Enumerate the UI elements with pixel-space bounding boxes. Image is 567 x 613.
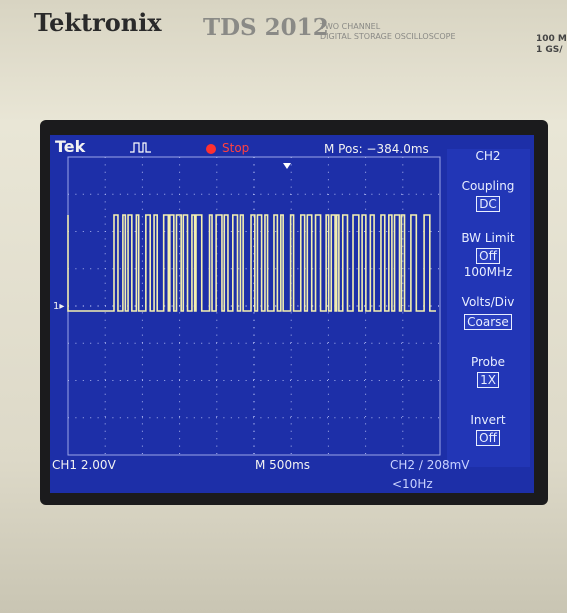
menu-label: Coupling [455, 179, 521, 193]
stop-indicator [206, 144, 216, 154]
status: Stop [222, 141, 249, 155]
menu-label: Probe [455, 355, 521, 369]
logo: Tek [55, 137, 85, 156]
model: TDS 2012 [203, 14, 329, 41]
waveform [68, 215, 436, 311]
menu-value: Off [455, 431, 521, 445]
menu-label: Volts/Div [455, 295, 521, 309]
position: M Pos: −384.0ms [324, 142, 429, 156]
oscilloscope-photo: Tektronix TDS 2012 TWO CHANNEL DIGITAL S… [0, 0, 567, 613]
spec: 1 GS/ [536, 45, 563, 55]
menu-title: CH2 [455, 149, 521, 163]
menu-value: Off [455, 249, 521, 263]
trigger-marker [283, 163, 291, 169]
menu-value: DC [455, 197, 521, 211]
trigger-icon [130, 143, 151, 152]
menu-value-box: Coarse [464, 314, 512, 330]
channel-marker: 1▸ [53, 301, 64, 312]
menu-value-box: 1X [477, 372, 499, 388]
trigger: CH2 ∕ 208mV [390, 458, 470, 472]
brand: Tektronix [34, 8, 162, 37]
menu-value-box: DC [476, 196, 500, 212]
ch1-scale: CH1 2.00V [52, 458, 116, 472]
spec: 100 M [536, 34, 567, 44]
model-line: DIGITAL STORAGE OSCILLOSCOPE [320, 32, 456, 41]
menu-value: 1X [455, 373, 521, 387]
model-line: TWO CHANNEL [320, 22, 380, 31]
screen: Tek Stop M Pos: −384.0ms 1▸ CH2 Coupling… [50, 135, 534, 493]
frequency: <10Hz [392, 477, 433, 491]
menu-value: Coarse [455, 315, 521, 329]
menu-value-box: Off [476, 248, 500, 264]
menu-value-box: Off [476, 430, 500, 446]
menu-label: BW Limit [455, 231, 521, 245]
timebase: M 500ms [255, 458, 310, 472]
menu-label: Invert [455, 413, 521, 427]
menu-value: 100MHz [455, 265, 521, 279]
